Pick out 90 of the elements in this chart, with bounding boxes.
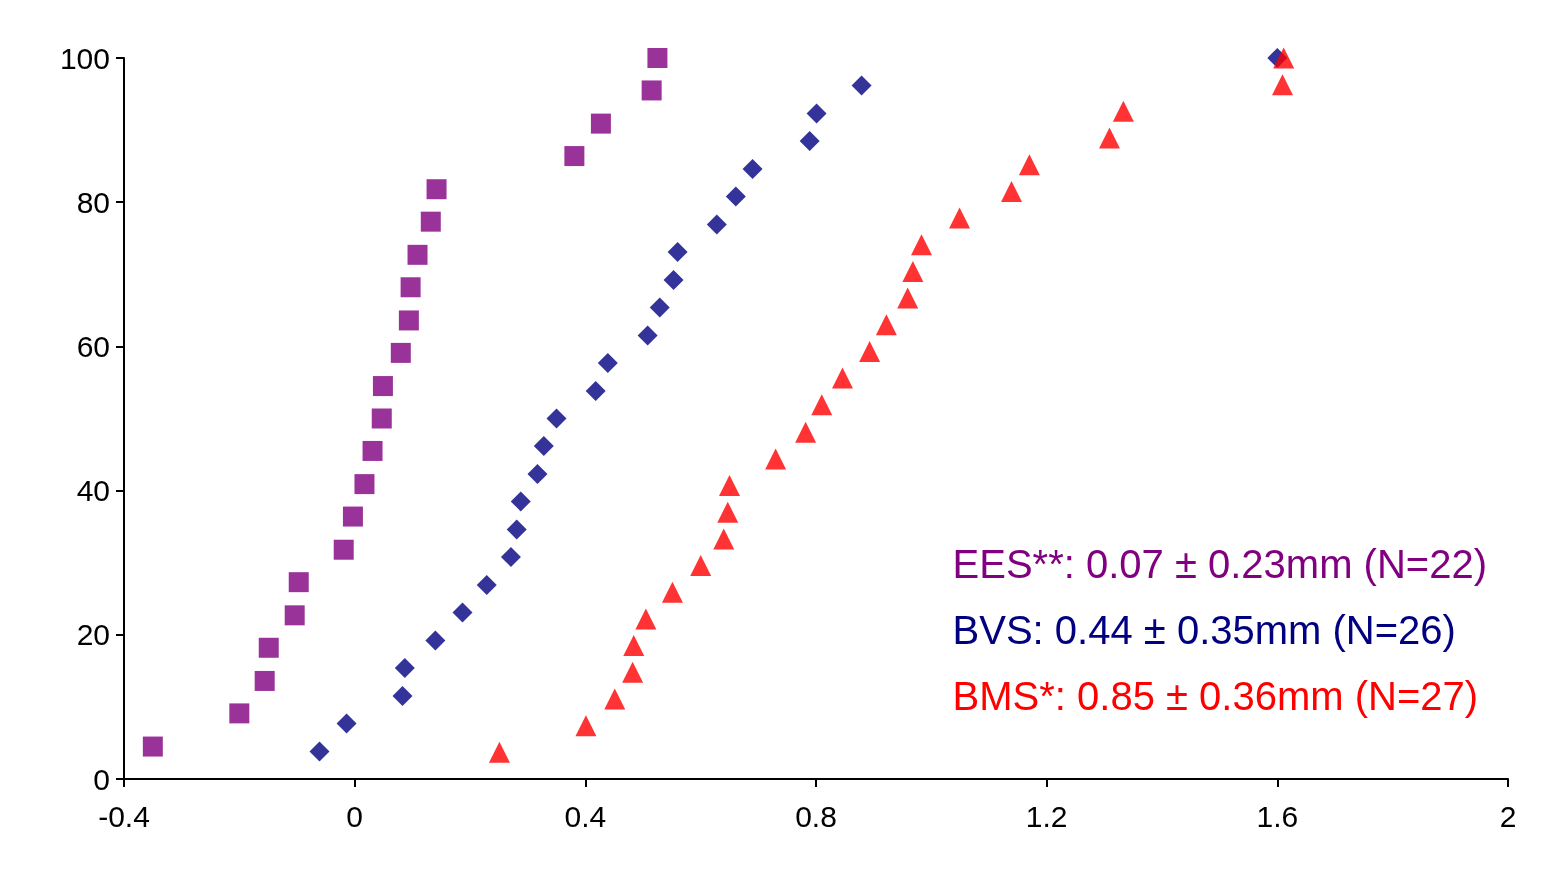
- point: [533, 435, 554, 456]
- point: [400, 277, 421, 298]
- point: [254, 670, 275, 691]
- point: [333, 539, 354, 560]
- point: [452, 602, 473, 623]
- point: [706, 214, 727, 235]
- point: [725, 186, 746, 207]
- point: [832, 367, 854, 389]
- point: [506, 519, 527, 540]
- x-tick-label: 1.6: [1256, 799, 1299, 833]
- point: [575, 715, 597, 737]
- point: [1000, 180, 1022, 202]
- point: [719, 475, 740, 497]
- point: [647, 48, 668, 68]
- point: [949, 207, 971, 229]
- point: [398, 310, 419, 331]
- point: [288, 572, 309, 593]
- point: [229, 703, 250, 724]
- point: [392, 686, 413, 707]
- point: [336, 713, 357, 734]
- x-tick-label: -0.4: [98, 799, 150, 833]
- point: [362, 440, 383, 461]
- point: [875, 314, 897, 336]
- point: [911, 234, 933, 256]
- point: [690, 555, 712, 577]
- point: [795, 421, 817, 443]
- point: [420, 211, 441, 232]
- point: [623, 635, 645, 657]
- point: [661, 581, 683, 603]
- point: [851, 75, 872, 96]
- point: [142, 736, 163, 757]
- point: [426, 179, 447, 200]
- point: [811, 394, 833, 416]
- point: [806, 103, 827, 124]
- point: [1273, 47, 1295, 69]
- point: [585, 381, 606, 402]
- point: [637, 325, 658, 346]
- y-tick-label: 20: [76, 618, 110, 652]
- point: [500, 546, 521, 567]
- point: [590, 113, 611, 134]
- point: [765, 448, 787, 470]
- point: [902, 260, 924, 282]
- point: [742, 159, 763, 180]
- point: [407, 244, 428, 265]
- x-tick-label: 0: [346, 799, 364, 833]
- x-tick-label: 0.8: [795, 799, 837, 833]
- point: [546, 408, 567, 429]
- y-tick-label: 100: [59, 41, 110, 75]
- point: [309, 741, 330, 762]
- point: [527, 464, 548, 485]
- y-tick-label: 0: [93, 762, 110, 796]
- point: [425, 630, 446, 651]
- point: [717, 501, 739, 523]
- point: [258, 637, 279, 658]
- point: [390, 342, 411, 363]
- point: [897, 287, 919, 309]
- text: BVS: 0.44 ± 0.35mm (N=26): [952, 608, 1456, 652]
- x-tick-label: 0.4: [564, 799, 607, 833]
- point: [371, 408, 392, 429]
- point: [1112, 100, 1134, 122]
- point: [394, 657, 415, 678]
- point: [622, 661, 644, 683]
- point: [284, 605, 305, 626]
- point: [799, 130, 820, 151]
- point: [859, 340, 881, 362]
- point: [597, 352, 618, 373]
- x-tick-label: 2: [1499, 799, 1517, 833]
- text: BMS*: 0.85 ± 0.36mm (N=27): [952, 674, 1479, 718]
- point: [604, 688, 626, 710]
- y-tick-label: 80: [76, 185, 110, 219]
- y-tick-label: 60: [76, 329, 110, 363]
- point: [372, 376, 393, 397]
- point: [564, 146, 585, 167]
- point: [649, 297, 670, 318]
- point: [663, 270, 684, 291]
- y-tick-label: 40: [76, 474, 110, 508]
- point: [667, 241, 688, 262]
- point: [488, 741, 510, 763]
- point: [635, 608, 657, 630]
- point: [342, 506, 363, 527]
- x-tick-label: 1.2: [1025, 799, 1068, 833]
- text: EES**: 0.07 ± 0.23mm (N=22): [952, 542, 1488, 586]
- point: [1099, 127, 1121, 149]
- point: [1018, 154, 1040, 176]
- point: [510, 491, 531, 512]
- point: [476, 575, 497, 596]
- point: [1272, 74, 1294, 96]
- point: [713, 528, 735, 550]
- point: [641, 80, 662, 101]
- point: [354, 474, 375, 495]
